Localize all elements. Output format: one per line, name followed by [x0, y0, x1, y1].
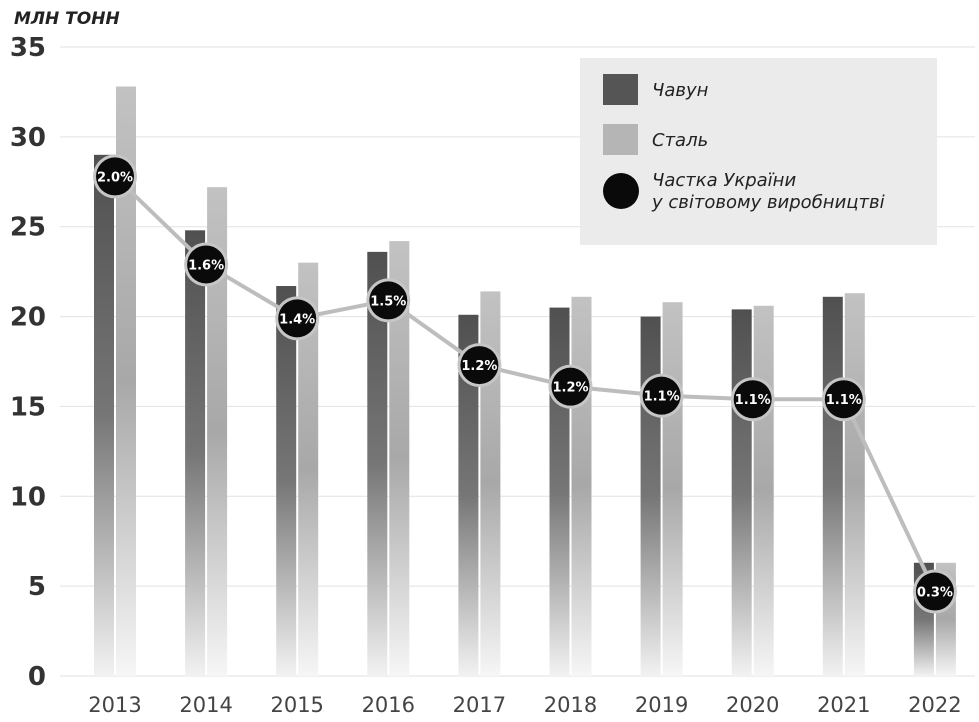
share-marker-2015 — [278, 299, 317, 338]
y-tick-label: 5 — [28, 572, 46, 602]
bar-iron-2018 — [549, 307, 570, 676]
bar-steel-2014 — [207, 187, 228, 677]
x-axis-ticks: 2013 2014 2015 2016 2017 2018 2019 2020 2021 2022 — [88, 693, 961, 717]
share-marker-2022 — [915, 572, 954, 611]
bar-steel-2018 — [571, 296, 592, 676]
y-tick-label: 35 — [10, 33, 46, 63]
x-tick-label: 2018 — [544, 693, 597, 717]
x-tick-label: 2014 — [179, 693, 232, 717]
x-tick-label: 2015 — [270, 693, 323, 717]
share-marker-2021 — [824, 380, 863, 419]
bar-steel-2020 — [753, 305, 774, 676]
share-label: 1.2% — [461, 359, 497, 374]
share-label: 1.4% — [279, 312, 315, 327]
bar-steel-2013 — [116, 86, 136, 677]
legend-background — [580, 58, 937, 245]
legend-swatch-steel — [603, 124, 638, 155]
share-marker-2018 — [551, 367, 590, 406]
bar-iron-2015 — [276, 286, 297, 676]
legend-label-iron: Чавун — [652, 80, 709, 101]
share-label: 2.0% — [97, 170, 133, 185]
legend-label-share-line1: Частка України — [652, 170, 796, 191]
share-marker-2014 — [187, 245, 226, 284]
y-tick-label: 10 — [10, 482, 46, 512]
legend-swatch-share — [603, 173, 639, 209]
legend-swatch-iron — [603, 74, 638, 105]
share-marker-2017 — [460, 346, 499, 385]
legend-label-steel: Сталь — [652, 130, 708, 151]
bar-iron-2013 — [94, 154, 114, 677]
bar-iron-2020 — [731, 309, 752, 676]
y-tick-label: 0 — [28, 662, 46, 692]
bar-steel-2017 — [480, 291, 501, 676]
share-label: 1.2% — [552, 381, 588, 396]
share-marker-2013 — [96, 157, 134, 196]
bar-iron-2017 — [458, 314, 479, 676]
y-tick-label: 20 — [10, 303, 46, 333]
y-tick-label: 25 — [10, 213, 46, 243]
x-tick-label: 2016 — [362, 693, 415, 717]
x-tick-label: 2017 — [453, 693, 506, 717]
y-tick-label: 30 — [10, 123, 46, 153]
share-line-layer — [113, 174, 937, 593]
bar-iron-2019 — [640, 316, 661, 676]
bar-steel-2015 — [298, 262, 319, 676]
share-label: 1.5% — [370, 294, 406, 309]
share-line — [113, 174, 937, 593]
share-marker-2020 — [733, 380, 772, 419]
share-label: 1.6% — [188, 258, 224, 273]
x-tick-label: 2022 — [908, 693, 961, 717]
share-markers: 2.0% 1.6% 1.4% 1.5% 1.2% 1.2% 1.1% 1.1% 1.1% 0.3% — [93, 154, 957, 614]
bar-iron-2021 — [822, 296, 843, 676]
x-tick-label: 2020 — [726, 693, 779, 717]
x-tick-label: 2019 — [635, 693, 688, 717]
share-label: 1.1% — [826, 393, 862, 408]
legend: Чавун Сталь Частка України у світовому в… — [580, 58, 937, 245]
x-tick-label: 2021 — [817, 693, 870, 717]
share-label: 1.1% — [644, 390, 680, 405]
bar-steel-2021 — [844, 293, 865, 676]
share-label: 1.1% — [735, 393, 771, 408]
x-tick-label: 2013 — [88, 693, 141, 717]
share-marker-2016 — [369, 281, 408, 320]
bar-steel-2016 — [389, 241, 410, 676]
y-tick-label: 15 — [10, 392, 46, 422]
legend-label-share-line2: у світовому виробництві — [651, 192, 885, 213]
share-label: 0.3% — [917, 586, 953, 601]
y-axis-ticks: 0 5 10 15 20 25 30 35 — [10, 33, 46, 692]
bar-iron-2014 — [185, 230, 206, 676]
share-marker-2019 — [642, 376, 681, 415]
bar-steel-2019 — [662, 302, 683, 676]
y-unit-label: МЛН ТОНН — [14, 9, 120, 29]
bar-iron-2016 — [367, 251, 388, 677]
